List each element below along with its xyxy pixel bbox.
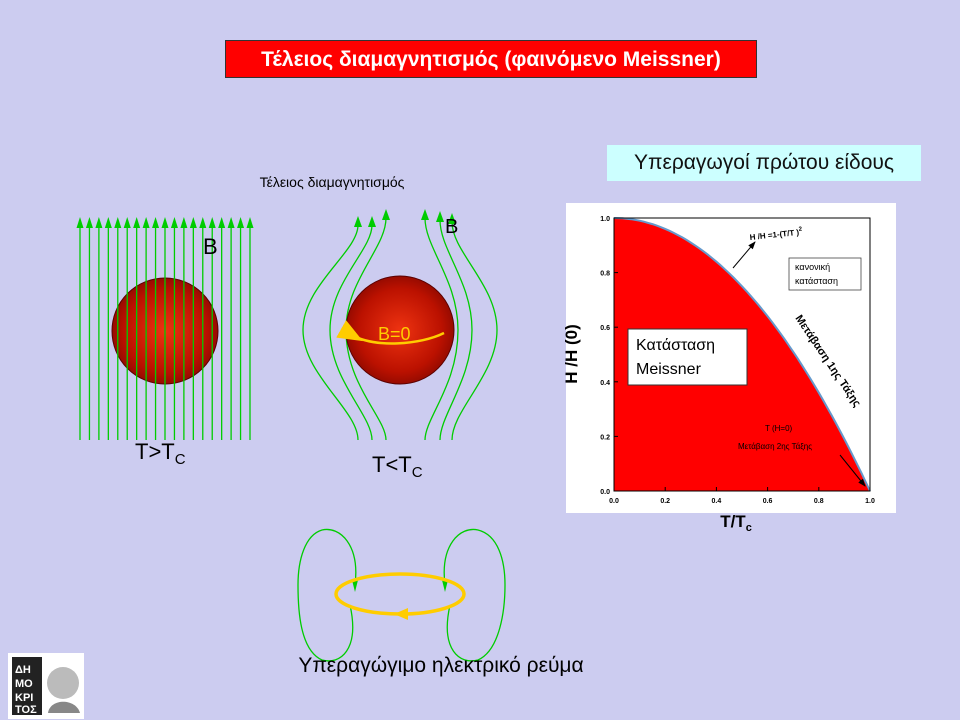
y-tick-label: 0.8 — [600, 271, 610, 278]
x-tick-label: 0.4 — [712, 498, 722, 505]
field-arrowhead — [227, 217, 235, 228]
field-arrowhead — [208, 217, 216, 228]
x-axis-label: T/Tc — [720, 512, 752, 534]
field-arrowheads-expelled — [354, 209, 456, 227]
plot-frame — [613, 217, 871, 492]
surface-current-arrow — [336, 320, 445, 345]
normal-state-box — [788, 257, 862, 291]
field-arrowhead — [218, 217, 226, 228]
x-axis-ticks: 0.0 0.2 0.4 0.6 0.8 1.0 — [609, 487, 875, 505]
field-arrowhead — [246, 217, 254, 228]
field-arrowhead — [170, 217, 178, 228]
y-tick-label: 0.4 — [600, 380, 610, 387]
svg-text:ΜΟ: ΜΟ — [15, 678, 33, 690]
loop-arrow-right — [442, 580, 448, 592]
y-axis-ticks: 0.0 0.2 0.4 0.6 0.8 1.0 — [600, 216, 618, 496]
svg-text:ΚΡΙ: ΚΡΙ — [15, 692, 33, 704]
field-arrowhead — [104, 217, 112, 228]
phase-diagram: 0.0 0.2 0.4 0.6 0.8 1.0 0.0 0.2 0.4 0.6 0.8 1.0 T/… — [562, 203, 896, 534]
loop-arrow-left — [352, 580, 358, 592]
y-tick-label: 0.2 — [600, 434, 610, 441]
field-arrowhead — [189, 217, 197, 228]
field-arrowhead — [237, 217, 245, 228]
field-label-left: B — [203, 234, 218, 259]
field-arrowhead — [199, 217, 207, 228]
field-lines-expelled — [302, 217, 498, 441]
field-arrowhead — [152, 217, 160, 228]
normal-state-line2: κατάσταση — [795, 276, 838, 286]
formula-pointer — [732, 241, 756, 269]
field-arrowhead — [114, 217, 122, 228]
field-arrowhead — [85, 217, 93, 228]
meissner-state-line1: Κατάσταση — [636, 337, 715, 354]
slide-title: Τέλειος διαμαγνητισμός (φαινόμενο Meissn… — [225, 40, 757, 78]
x-tick-label: 1.0 — [865, 498, 875, 505]
svg-text:ΔΗ: ΔΗ — [15, 664, 31, 676]
field-lines-straight — [76, 217, 254, 440]
inside-field-label: B=0 — [378, 324, 411, 344]
supercurrent-loop — [334, 572, 466, 616]
field-arrowhead — [133, 217, 141, 228]
meissner-state-box — [627, 328, 748, 386]
normal-state-line1: κανονική — [795, 262, 830, 272]
x-tick-label: 0.8 — [814, 498, 824, 505]
meissner-state-line2: Meissner — [636, 361, 702, 378]
second-order-pointer — [839, 454, 866, 487]
diamag-subtitle: Τέλειος διαμαγνητισμός — [260, 174, 405, 190]
x-tick-label: 0.2 — [660, 498, 670, 505]
field-arrowhead — [95, 217, 103, 228]
svg-text:ΤΟΣ: ΤΟΣ — [15, 704, 37, 716]
field-label-right: B — [445, 216, 458, 238]
field-arrowhead — [123, 217, 131, 228]
y-tick-label: 0.6 — [600, 325, 610, 332]
x-tick-label: 0.6 — [763, 498, 773, 505]
type1-title: Υπεραγωγοί πρώτου είδους — [607, 145, 921, 181]
condition-left: T>TC — [135, 439, 186, 468]
y-axis-label: H /H (0) — [562, 324, 581, 384]
field-arrowhead — [180, 217, 188, 228]
phase-boundary-curve — [613, 217, 871, 492]
y-tick-label: 1.0 — [600, 216, 610, 223]
condition-right: T<TC — [372, 452, 423, 481]
y-tick-label: 0.0 — [600, 489, 610, 496]
x-tick-label: 0.0 — [609, 498, 619, 505]
current-caption: Υπεραγώγιμο ηλεκτρικό ρεύμα — [298, 654, 583, 677]
university-logo: ΔΗ ΜΟ ΚΡΙ ΤΟΣ — [8, 653, 84, 719]
field-arrowhead — [76, 217, 84, 228]
second-order-line1: T (H=0) — [765, 424, 793, 433]
second-order-line2: Μετάβαση 2ης Τάξης — [738, 442, 812, 451]
loop-field-lines — [297, 528, 506, 662]
field-arrowhead — [161, 217, 169, 228]
supercurrent-arrow — [394, 608, 408, 620]
field-arrowhead — [142, 217, 150, 228]
